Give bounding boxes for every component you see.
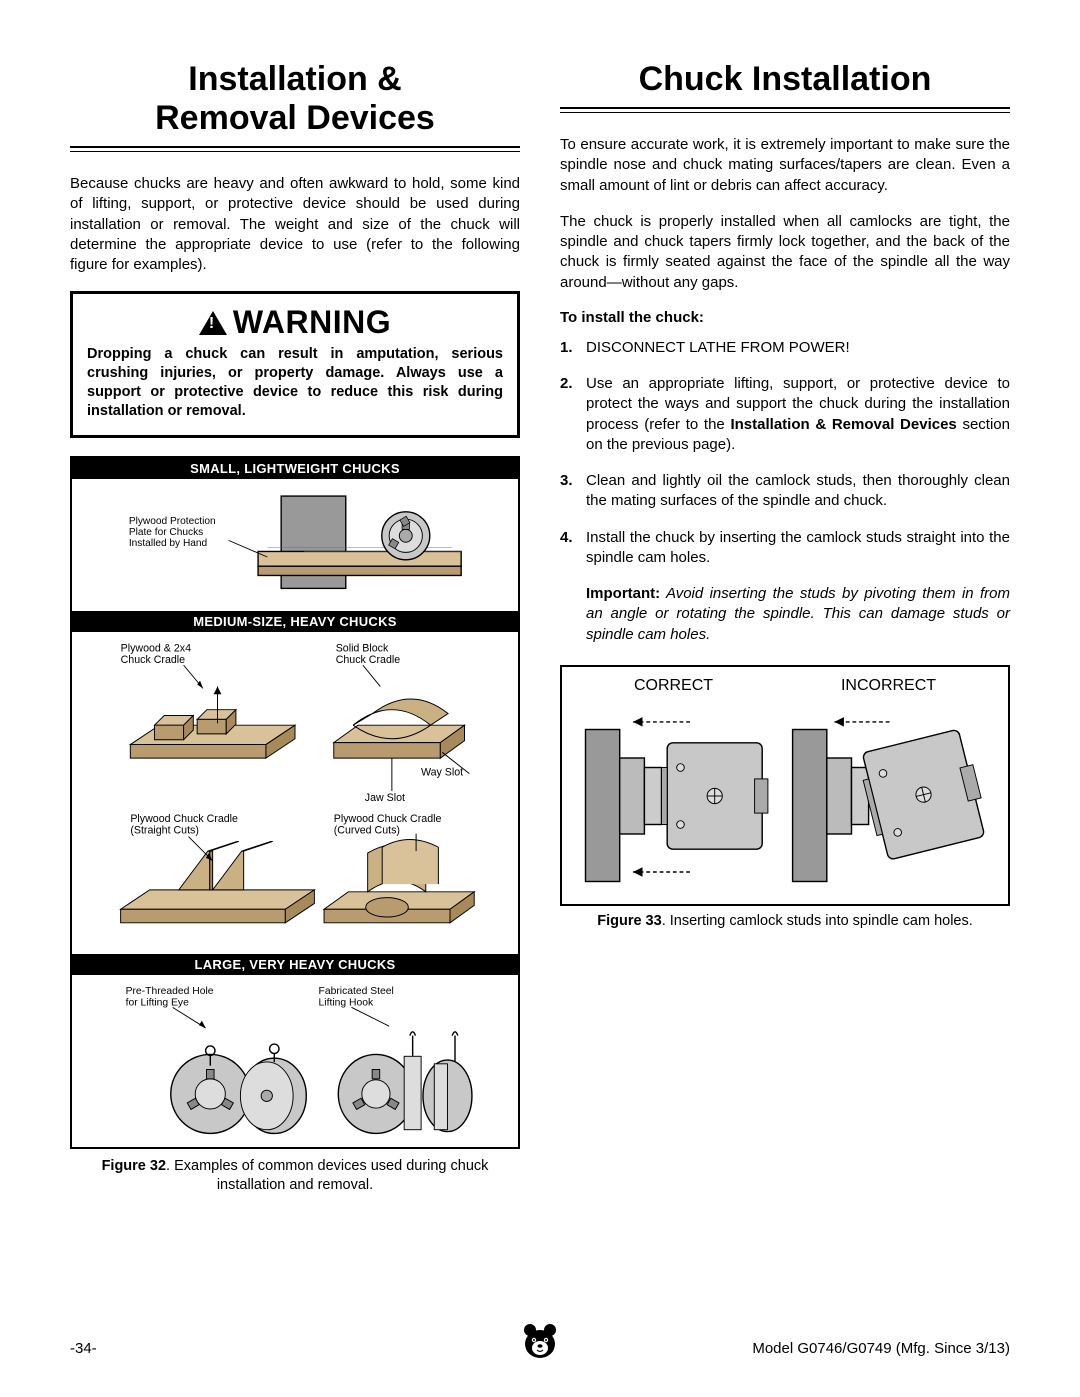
install-subhead: To install the chuck:: [560, 309, 1010, 326]
right-p2: The chuck is properly installed when all…: [560, 212, 1010, 293]
svg-text:Plywood Chuck Cradle: Plywood Chuck Cradle: [130, 813, 238, 825]
figure-33-caption: Figure 33. Inserting camlock studs into …: [560, 912, 1010, 931]
left-title: Installation & Removal Devices: [70, 60, 520, 138]
fig-bar-medium: MEDIUM-SIZE, HEAVY CHUCKS: [72, 611, 518, 632]
svg-text:Plywood & 2x4: Plywood & 2x4: [121, 642, 191, 654]
install-steps: DISCONNECT LATHE FROM POWER! Use an appr…: [560, 338, 1010, 568]
svg-text:Plate for Chucks: Plate for Chucks: [129, 527, 203, 538]
model-info: Model G0746/G0749 (Mfg. Since 3/13): [752, 1340, 1010, 1357]
left-intro: Because chucks are heavy and often awkwa…: [70, 174, 520, 275]
fig-panel-small: Plywood Protection Plate for Chucks Inst…: [72, 479, 518, 611]
bear-logo-icon: [520, 1322, 560, 1365]
warning-label: WARNING: [233, 304, 391, 341]
right-title: Chuck Installation: [560, 60, 1010, 99]
lbl-plywood-protection: Plywood Protection: [129, 516, 216, 527]
svg-text:Fabricated Steel: Fabricated Steel: [319, 986, 394, 997]
svg-text:Installed by Hand: Installed by Hand: [129, 538, 207, 549]
label-correct: CORRECT: [634, 677, 713, 695]
svg-text:Way Slot: Way Slot: [421, 766, 463, 778]
figure-32-caption: Figure 32. Examples of common devices us…: [70, 1157, 520, 1195]
figure-33-svg: [570, 701, 1000, 891]
fig-panel-medium: Plywood & 2x4 Chuck Cradle Solid Block C…: [72, 632, 518, 954]
svg-text:Pre-Threaded Hole: Pre-Threaded Hole: [126, 986, 214, 997]
page-number: -34-: [70, 1340, 97, 1357]
left-title-l1: Installation &: [188, 60, 401, 98]
right-p1: To ensure accurate work, it is extremely…: [560, 135, 1010, 196]
svg-text:Chuck Cradle: Chuck Cradle: [121, 654, 186, 666]
important-b: Important:: [586, 585, 660, 602]
warning-text: Dropping a chuck can result in amputatio…: [87, 345, 503, 420]
svg-text:Chuck Cradle: Chuck Cradle: [336, 654, 401, 666]
svg-text:for Lifting Eye: for Lifting Eye: [126, 997, 189, 1008]
fig-bar-small: SMALL, LIGHTWEIGHT CHUCKS: [72, 458, 518, 479]
left-title-l2: Removal Devices: [155, 99, 435, 137]
fig-panel-large: Pre-Threaded Hole for Lifting Eye Fabric…: [72, 975, 518, 1147]
svg-text:(Curved Cuts): (Curved Cuts): [334, 825, 400, 837]
label-incorrect: INCORRECT: [841, 677, 936, 695]
step-1: DISCONNECT LATHE FROM POWER!: [560, 338, 1010, 358]
warning-box: WARNING Dropping a chuck can result in a…: [70, 291, 520, 437]
step-3: Clean and lightly oil the camlock studs,…: [560, 471, 1010, 512]
fig33-b: Figure 33: [597, 913, 661, 929]
step-4: Install the chuck by inserting the camlo…: [560, 528, 1010, 569]
svg-text:(Straight Cuts): (Straight Cuts): [130, 825, 199, 837]
fig-bar-large: LARGE, VERY HEAVY CHUCKS: [72, 954, 518, 975]
svg-text:Solid Block: Solid Block: [336, 642, 389, 654]
svg-text:Lifting Hook: Lifting Hook: [319, 997, 374, 1008]
figure-32: SMALL, LIGHTWEIGHT CHUCKS: [70, 456, 520, 1149]
right-column: Chuck Installation To ensure accurate wo…: [560, 60, 1010, 1280]
fig33-t: . Inserting camlock studs into spindle c…: [662, 913, 973, 929]
left-column: Installation & Removal Devices Because c…: [70, 60, 520, 1280]
fig32-t: . Examples of common devices used during…: [166, 1158, 488, 1193]
step-2: Use an appropriate lifting, support, or …: [560, 374, 1010, 455]
fig32-b: Figure 32: [102, 1158, 166, 1174]
svg-text:Jaw Slot: Jaw Slot: [365, 792, 405, 804]
figure-33: CORRECT INCORRECT: [560, 665, 1010, 906]
svg-text:Plywood Chuck Cradle: Plywood Chuck Cradle: [334, 813, 442, 825]
title-rule: [70, 146, 520, 152]
title-rule-r: [560, 107, 1010, 113]
warning-triangle-icon: [199, 311, 227, 335]
important-note: Important: Avoid inserting the studs by …: [560, 584, 1010, 645]
